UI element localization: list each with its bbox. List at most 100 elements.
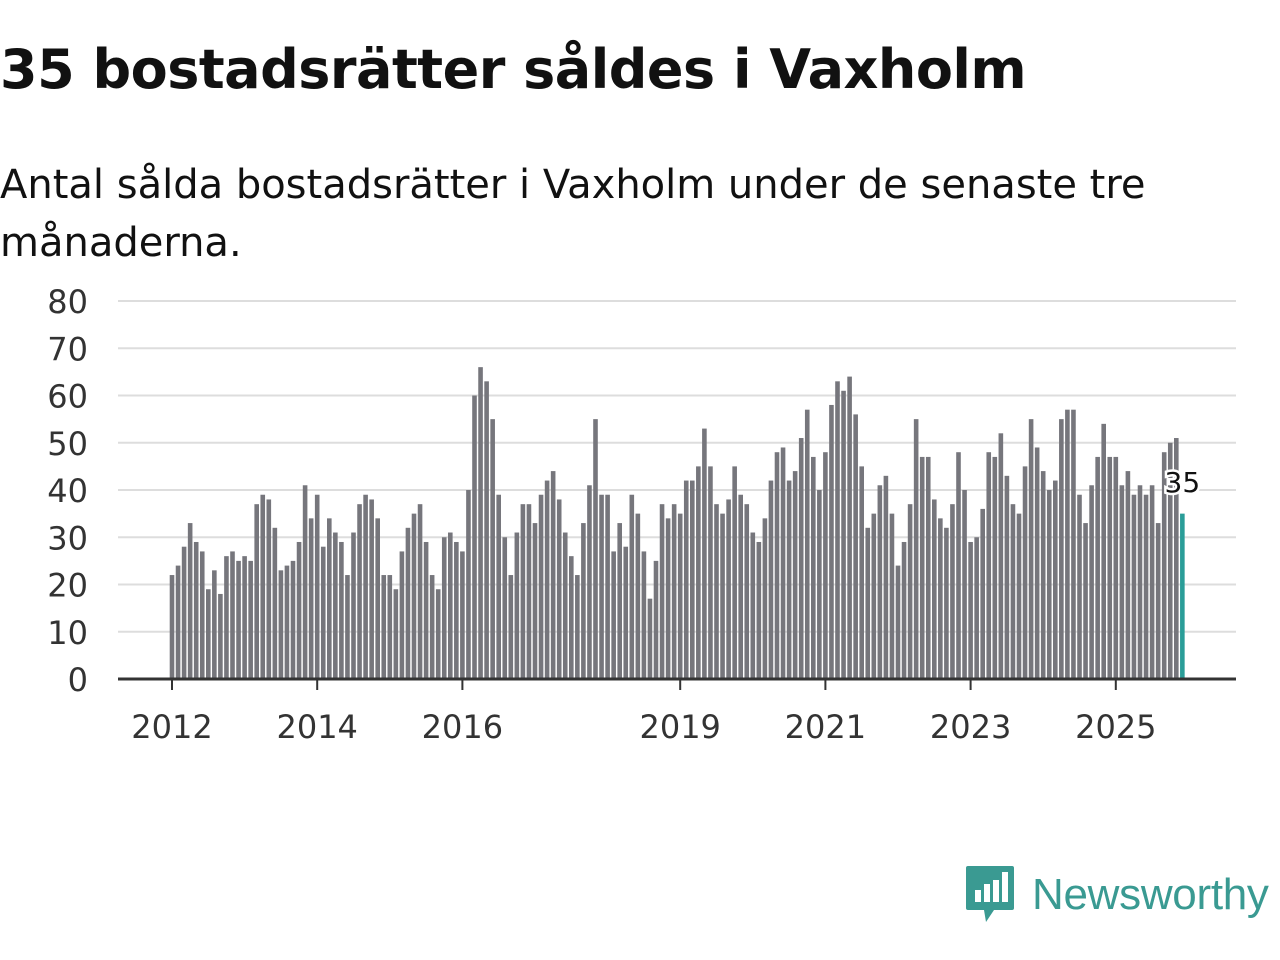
bar xyxy=(1040,471,1046,679)
bar xyxy=(308,518,314,679)
bar xyxy=(647,598,653,679)
bar xyxy=(550,471,556,679)
chart-subtitle: Antal sålda bostadsrätter i Vaxholm unde… xyxy=(0,162,1146,266)
bar xyxy=(187,523,193,679)
bar xyxy=(181,546,187,679)
brand-name: Newsworthy xyxy=(1032,870,1269,919)
bar xyxy=(575,575,580,679)
bar xyxy=(345,575,350,679)
bar xyxy=(883,475,889,679)
bar xyxy=(429,575,435,679)
bar xyxy=(242,556,247,679)
bar xyxy=(623,546,629,679)
y-tick-label: 30 xyxy=(47,519,88,557)
bar xyxy=(1071,409,1076,679)
bar xyxy=(175,565,181,679)
bar xyxy=(169,575,175,679)
bar xyxy=(738,494,743,679)
bar xyxy=(526,504,532,679)
bar xyxy=(1101,423,1106,679)
bar xyxy=(702,428,707,679)
bar xyxy=(677,513,683,680)
x-tick-label: 2025 xyxy=(1075,708,1156,746)
bar xyxy=(1149,485,1155,679)
bar xyxy=(1161,452,1167,679)
bar xyxy=(919,456,925,679)
bar xyxy=(1046,490,1052,679)
y-tick-label: 60 xyxy=(47,378,88,416)
bar xyxy=(1083,523,1088,679)
bar xyxy=(333,532,338,679)
bar xyxy=(998,433,1004,679)
chart-title: 35 bostadsrätter såldes i Vaxholm xyxy=(0,38,1027,101)
bar xyxy=(1065,409,1070,679)
bar xyxy=(454,541,459,679)
bar xyxy=(393,589,399,679)
bar xyxy=(460,551,465,679)
bar xyxy=(708,466,713,680)
bar xyxy=(980,508,985,679)
bar xyxy=(435,589,441,679)
bar xyxy=(901,541,907,679)
bar xyxy=(1119,485,1125,679)
bar xyxy=(762,518,768,679)
bar xyxy=(284,565,290,679)
bar xyxy=(1010,504,1016,679)
bar xyxy=(683,480,689,679)
bar xyxy=(792,471,798,679)
bar xyxy=(690,480,695,679)
bar xyxy=(1113,456,1119,679)
bar xyxy=(1174,438,1179,679)
y-tick-label: 10 xyxy=(47,614,88,652)
bar xyxy=(817,490,822,679)
bar xyxy=(671,504,677,679)
bar xyxy=(653,560,659,680)
bar xyxy=(835,381,840,679)
bar xyxy=(786,480,792,679)
bar xyxy=(405,527,411,679)
bar xyxy=(877,485,883,679)
bar xyxy=(508,575,514,679)
bar xyxy=(320,546,326,679)
bar xyxy=(1053,480,1058,679)
bar xyxy=(272,527,278,679)
bar xyxy=(1137,485,1143,679)
y-tick-label: 40 xyxy=(47,472,88,510)
x-tick-label: 2014 xyxy=(276,708,357,746)
bar xyxy=(218,593,223,679)
y-tick-label: 50 xyxy=(47,425,88,463)
bar xyxy=(853,414,858,679)
bar xyxy=(768,480,774,679)
bar xyxy=(1143,494,1149,679)
bar xyxy=(847,376,852,679)
newsworthy-logo: Newsworthy xyxy=(964,864,1269,926)
y-tick-label: 80 xyxy=(47,283,88,321)
newsworthy-logo-icon xyxy=(966,866,1014,922)
bar xyxy=(720,513,725,680)
y-tick-label: 0 xyxy=(68,661,88,699)
bar xyxy=(1028,419,1034,680)
bar xyxy=(1155,523,1161,679)
bar xyxy=(399,551,405,679)
bar xyxy=(956,452,961,679)
bar xyxy=(224,556,229,679)
bar xyxy=(562,532,568,679)
bar xyxy=(895,565,901,679)
bar xyxy=(756,541,762,679)
bar xyxy=(811,456,816,679)
bar xyxy=(520,504,526,679)
bar xyxy=(593,419,598,680)
bar xyxy=(1125,471,1131,679)
bar xyxy=(617,523,622,679)
bar xyxy=(1095,456,1100,679)
bar xyxy=(556,499,562,679)
bar xyxy=(236,560,241,680)
bar xyxy=(484,381,489,679)
labels: 0 10 20 30 40 50 60 70 80 2012 2014 2016 2019 2021 202… xyxy=(47,283,1202,746)
bar xyxy=(266,499,272,679)
bar xyxy=(230,551,235,679)
bar xyxy=(587,485,592,679)
bars xyxy=(169,367,1185,680)
bar xyxy=(448,532,453,679)
bar xyxy=(260,494,266,679)
